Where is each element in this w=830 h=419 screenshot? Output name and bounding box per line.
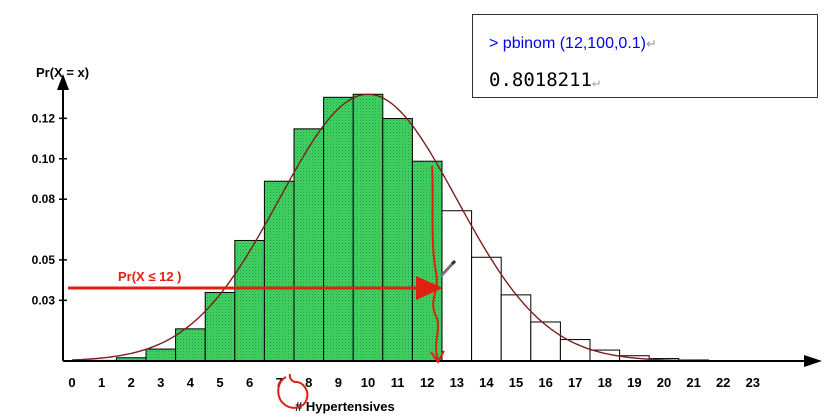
x-tick-label: 11 <box>391 375 405 390</box>
x-tick-label: 3 <box>157 375 164 390</box>
x-axis-title: # Hypertensives <box>295 399 395 414</box>
bar-14 <box>471 256 502 362</box>
y-tick-label: 0.05 <box>32 253 56 267</box>
bar-13 <box>441 210 473 362</box>
bar-16 <box>530 321 561 362</box>
x-tick-label: 14 <box>479 375 494 390</box>
x-tick-label: 10 <box>361 375 375 390</box>
handdrawn-cutoff-arrowhead-icon <box>430 350 445 364</box>
y-tick-label: 0.08 <box>32 192 56 206</box>
x-tick-label: 12 <box>420 375 434 390</box>
x-tick-label: 19 <box>627 375 641 390</box>
x-tick-label: 2 <box>128 375 135 390</box>
pen-cursor-icon <box>439 259 457 278</box>
x-tick-label: 13 <box>450 375 464 390</box>
handdrawn-circle-mark <box>277 373 309 409</box>
x-tick-label: 0 <box>68 375 75 390</box>
x-ticks: 0 1 2 3 4 5 6 7 8 9 10 11 12 13 14 15 16 17 18 19 20 21 22 23 <box>68 375 760 390</box>
cumulative-probability-label: Pr(X ≤ 12 ) <box>118 269 182 284</box>
y-ticks: 0.03 0.05 0.08 0.10 0.12 <box>32 111 67 307</box>
paragraph-mark-icon: ↵ <box>591 75 600 90</box>
bar-10 <box>352 93 384 362</box>
x-tick-label: 21 <box>686 375 700 390</box>
y-tick-label: 0.12 <box>32 111 56 125</box>
r-command: > pbinom (12,100,0.1)↵ <box>489 35 657 53</box>
normal-approx-curve <box>71 93 756 362</box>
x-tick-label: 15 <box>509 375 523 390</box>
bar-6 <box>234 239 265 362</box>
x-tick-label: 8 <box>305 375 312 390</box>
x-tick-label: 16 <box>538 375 552 390</box>
bar-5 <box>204 291 236 362</box>
r-output-value: 0.8018211 <box>489 69 592 91</box>
bar-9 <box>323 96 354 362</box>
r-console-box: > pbinom (12,100,0.1)↵ 0.8018211↵ <box>472 14 818 98</box>
bar-8 <box>293 128 325 362</box>
bars-layer <box>86 93 709 362</box>
x-tick-label: 9 <box>335 375 342 390</box>
y-axis-arrow-icon <box>57 74 69 90</box>
bar-11 <box>382 118 413 362</box>
curve-layer <box>71 93 756 362</box>
x-tick-label: 1 <box>98 375 105 390</box>
y-axis-title: Pr(X = x) <box>36 65 89 80</box>
x-tick-label: 17 <box>568 375 582 390</box>
x-tick-label: 4 <box>187 375 195 390</box>
y-tick-label: 0.10 <box>32 152 56 166</box>
x-tick-label: 23 <box>746 375 760 390</box>
x-tick-label: 5 <box>216 375 223 390</box>
x-tick-label: 6 <box>246 375 253 390</box>
handdrawn-cutoff-mark <box>431 165 439 361</box>
r-output: 0.8018211↵ <box>489 69 600 91</box>
x-tick-label: 20 <box>657 375 671 390</box>
bar-4 <box>175 328 206 362</box>
y-tick-label: 0.03 <box>32 293 56 307</box>
x-tick-label: 18 <box>598 375 612 390</box>
paragraph-mark-icon: ↵ <box>646 36 657 51</box>
x-axis-arrow-icon <box>804 355 822 367</box>
r-command-text: > pbinom (12,100,0.1) <box>489 35 646 52</box>
bar-15 <box>500 294 532 362</box>
bar-7 <box>263 180 295 362</box>
x-tick-label: 22 <box>716 375 730 390</box>
bar-3 <box>145 348 177 362</box>
